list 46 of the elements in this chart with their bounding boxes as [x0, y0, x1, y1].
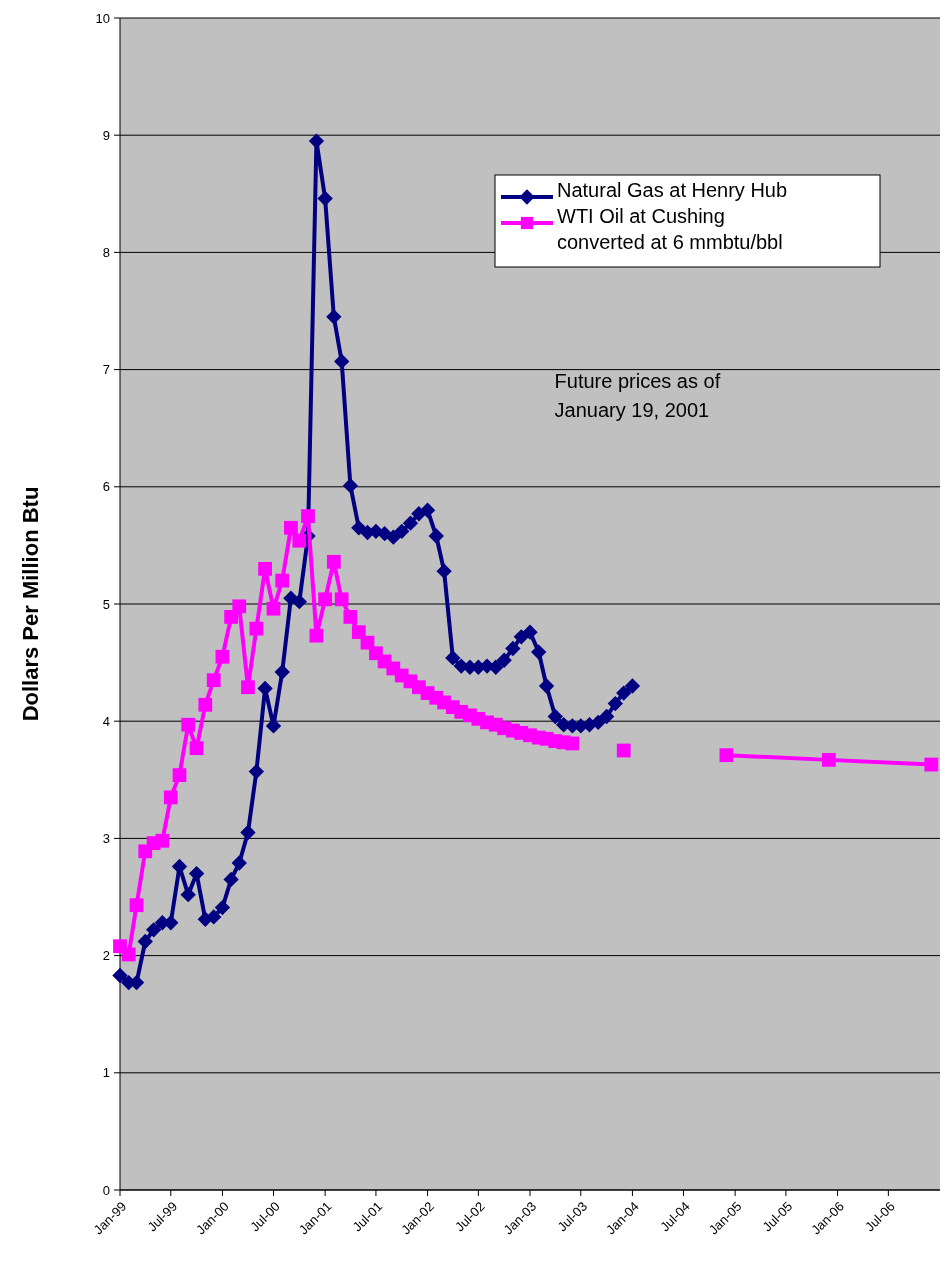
- point: [821, 752, 836, 767]
- point: [249, 621, 264, 636]
- point: [241, 680, 255, 695]
- y-tick-label: 5: [102, 596, 110, 612]
- point: [334, 592, 349, 607]
- y-tick-label: 10: [95, 10, 110, 26]
- point: [181, 717, 196, 732]
- point: [172, 768, 187, 782]
- point: [924, 757, 939, 772]
- point: [309, 628, 324, 643]
- point: [163, 790, 178, 805]
- point: [351, 625, 366, 640]
- y-tick-label: 2: [102, 948, 110, 964]
- y-tick-label: 4: [102, 713, 110, 729]
- point: [206, 673, 221, 688]
- y-tick-label: 3: [102, 830, 110, 846]
- legend-label: Natural Gas at Henry Hub: [557, 179, 788, 201]
- y-tick-label: 8: [102, 244, 110, 260]
- point: [719, 748, 734, 763]
- point: [292, 533, 307, 548]
- point: [318, 592, 333, 607]
- point: [275, 573, 290, 588]
- y-tick-label: 1: [102, 1065, 110, 1081]
- point: [155, 833, 170, 848]
- point: [215, 649, 230, 664]
- point: [301, 509, 315, 523]
- y-tick-label: 7: [102, 362, 110, 378]
- point: [189, 741, 204, 756]
- point: [326, 554, 341, 569]
- point: [266, 601, 281, 616]
- y-tick-label: 9: [102, 127, 110, 143]
- legend-label: WTI Oil at Cushing converted at 6 mmbtu/bbl: [557, 205, 783, 253]
- point: [198, 697, 213, 712]
- point: [224, 610, 239, 624]
- point: [343, 610, 358, 624]
- point: [232, 599, 247, 614]
- y-tick-label: 6: [102, 479, 110, 495]
- y-tick-label: 0: [102, 1182, 110, 1198]
- y-axis-title: Dollars Per Million Btu: [18, 486, 43, 722]
- annotation: Future prices as of January 19, 2001: [554, 370, 721, 421]
- point: [284, 520, 298, 535]
- point: [616, 743, 631, 758]
- point: [258, 561, 272, 576]
- point: [129, 898, 144, 913]
- point: [121, 947, 136, 962]
- point: [565, 736, 580, 751]
